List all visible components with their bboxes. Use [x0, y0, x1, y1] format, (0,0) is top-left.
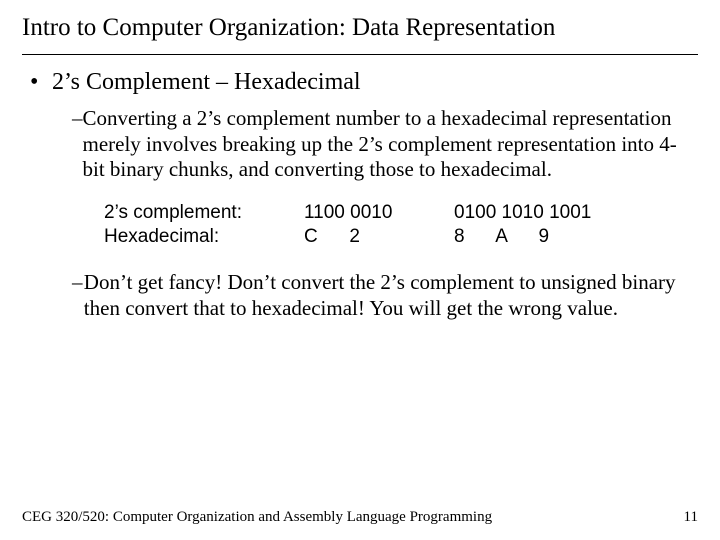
dash-marker: – — [72, 106, 83, 131]
binary-value: 0100 1010 1001 — [454, 201, 591, 225]
label-twos-complement: 2’s complement: — [104, 201, 304, 225]
sub-item: – Converting a 2’s complement number to … — [72, 106, 690, 183]
sub-item: – Don’t get fancy! Don’t convert the 2’s… — [72, 270, 690, 321]
label-hexadecimal: Hexadecimal: — [104, 225, 304, 249]
bullet-marker: • — [30, 70, 52, 94]
dash-marker: – — [72, 270, 84, 295]
example-labels: 2’s complement: Hexadecimal: — [104, 201, 304, 249]
hex-value: C 2 — [304, 225, 454, 249]
page-title: Intro to Computer Organization: Data Rep… — [22, 14, 698, 42]
footer-course: CEG 320/520: Computer Organization and A… — [22, 509, 492, 526]
footer-page-number: 11 — [684, 509, 698, 526]
footer: CEG 320/520: Computer Organization and A… — [22, 509, 698, 526]
example-col-1: 1100 0010 C 2 — [304, 201, 454, 249]
example-col-2: 0100 1010 1001 8 A 9 — [454, 201, 591, 249]
sub-list: – Converting a 2’s complement number to … — [30, 106, 690, 322]
sub-text: Converting a 2’s complement number to a … — [83, 106, 691, 183]
bullet-text: 2’s Complement – Hexadecimal — [52, 69, 361, 96]
binary-value: 1100 0010 — [304, 201, 454, 225]
example-block: 2’s complement: Hexadecimal: 1100 0010 C… — [72, 201, 690, 249]
content-area: • 2’s Complement – Hexadecimal – Convert… — [0, 55, 720, 322]
sub-text: Don’t get fancy! Don’t convert the 2’s c… — [84, 270, 690, 321]
bullet-item: • 2’s Complement – Hexadecimal — [30, 69, 690, 96]
hex-value: 8 A 9 — [454, 225, 591, 249]
title-area: Intro to Computer Organization: Data Rep… — [0, 0, 720, 48]
